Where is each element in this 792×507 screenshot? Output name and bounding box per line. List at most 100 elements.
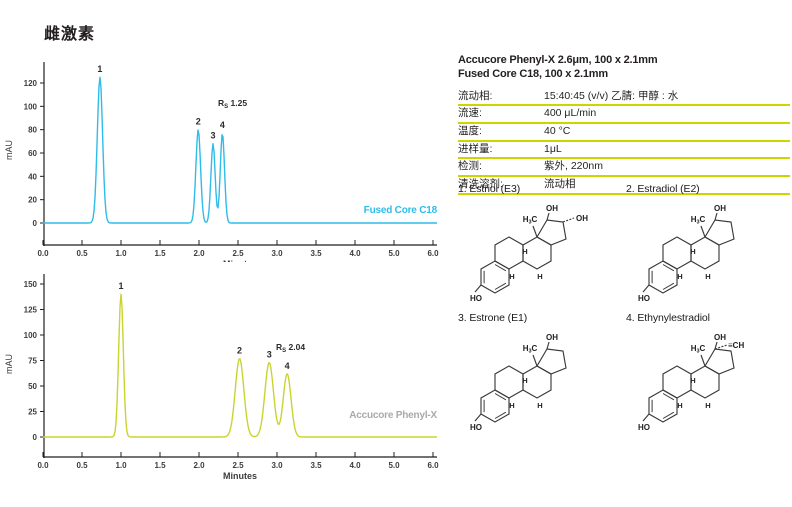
conditions-table: 流动相: 15:40:45 (v/v) 乙腈: 甲醇 : 水流速: 400 μL/m… bbox=[458, 89, 790, 195]
condition-label: 温度: bbox=[458, 124, 482, 137]
ring bbox=[494, 365, 524, 399]
condition-value: 1μL bbox=[544, 142, 562, 155]
trace-path bbox=[43, 293, 437, 438]
x-tick-label: 1.0 bbox=[115, 249, 127, 258]
x-tick-label: 2.0 bbox=[193, 249, 205, 258]
peak-number-label: 1 bbox=[118, 281, 123, 291]
series-label: Accucore Phenyl-X bbox=[349, 410, 437, 421]
y-tick-label: 120 bbox=[24, 79, 38, 88]
chromatogram-accucore-phenyl-x: 0 25 50 75 100 125 150 mAU 0.0 0.5 1.0 1.5 2.0 2.5 3.0… bbox=[0, 262, 450, 494]
y-tick-label: 75 bbox=[28, 357, 37, 366]
condition-row: 流速: 400 μL/min bbox=[458, 106, 790, 124]
resolution-label: RS 2.04 bbox=[276, 342, 305, 354]
h-label: H bbox=[690, 247, 695, 256]
y-tick-label: 40 bbox=[28, 172, 37, 181]
h-label: H bbox=[522, 376, 527, 385]
y-tick-label: 50 bbox=[28, 382, 37, 391]
y-tick-label: 25 bbox=[28, 408, 37, 417]
h-label: H bbox=[677, 272, 682, 281]
y-tick-label: 100 bbox=[24, 102, 38, 111]
structure-svg: HO H3C OH H H H bbox=[470, 333, 567, 432]
condition-label: 流动相: bbox=[458, 89, 493, 102]
x-tick-label: 0.0 bbox=[37, 461, 49, 470]
condition-row: 进样量: 1μL bbox=[458, 142, 790, 160]
ring-d bbox=[704, 348, 735, 375]
condition-value: 15:40:45 (v/v) 乙腈: 甲醇 : 水 bbox=[544, 89, 679, 102]
x-tick-label: 1.5 bbox=[154, 249, 166, 258]
ring-d bbox=[704, 219, 735, 246]
compound-card: 2. Estradiol (E2) HO H3C OH H H H bbox=[626, 183, 792, 312]
y-tick-label: 100 bbox=[24, 331, 38, 340]
ring-d bbox=[536, 348, 567, 375]
condition-value: 紫外, 220nm bbox=[544, 160, 603, 173]
phenol-label: HO bbox=[638, 294, 650, 303]
condition-row: 检测: 紫外, 220nm bbox=[458, 159, 790, 178]
ring bbox=[480, 260, 510, 294]
ring bbox=[648, 260, 678, 294]
compounds-grid: 1. Estriol (E3) HO H3C OH OH H H H 2. Estradiol … bbox=[458, 183, 792, 441]
condition-value: 400 μL/min bbox=[544, 107, 597, 120]
x-tick-label: 1.5 bbox=[154, 461, 166, 470]
condition-label: 清洗溶剂: bbox=[458, 178, 503, 191]
series-label: Fused Core C18 bbox=[364, 205, 438, 216]
structure-svg: HO H3C OH≡CH H H H bbox=[638, 333, 744, 432]
chromatogram-svg: 0 20 40 60 80 100 120 mAU 0.0 0.5 1.0 1.5 2.0 2.5 3.0 3… bbox=[4, 62, 439, 269]
compound-name: 3. Estrone (E1) bbox=[458, 312, 528, 324]
ring bbox=[494, 236, 524, 270]
h-label: H bbox=[677, 401, 682, 410]
h-label: H bbox=[509, 272, 514, 281]
x-tick-label: 5.0 bbox=[388, 461, 400, 470]
peak-number-label: 3 bbox=[267, 350, 272, 360]
x-tick-label: 3.5 bbox=[310, 461, 322, 470]
x-tick-label: 4.0 bbox=[349, 249, 361, 258]
x-axis-title: Minutes bbox=[223, 471, 257, 481]
structure-svg: HO H3C OH OH H H H bbox=[470, 204, 588, 303]
hydroxyl-label: OH bbox=[546, 204, 558, 213]
compound-name: 1. Estriol (E3) bbox=[458, 183, 521, 195]
condition-label: 进样量: bbox=[458, 142, 493, 155]
x-tick-label: 6.0 bbox=[427, 461, 439, 470]
y-tick-label: 20 bbox=[28, 196, 37, 205]
h-label: H bbox=[509, 401, 514, 410]
x-tick-label: 3.0 bbox=[271, 461, 283, 470]
condition-row: 流动相: 15:40:45 (v/v) 乙腈: 甲醇 : 水 bbox=[458, 89, 790, 107]
phenol-label: HO bbox=[470, 294, 482, 303]
page-title: 雌激素 bbox=[44, 26, 96, 43]
y-tick-label: 150 bbox=[24, 280, 38, 289]
x-tick-label: 6.0 bbox=[427, 249, 439, 258]
x-tick-label: 3.5 bbox=[310, 249, 322, 258]
conditions-panel: Accucore Phenyl-X 2.6μm, 100 x 2.1mm Fus… bbox=[458, 53, 790, 195]
column-spec-line2: Fused Core C18, 100 x 2.1mm bbox=[458, 68, 608, 81]
peak-number-label: 1 bbox=[97, 64, 102, 74]
x-tick-label: 4.0 bbox=[349, 461, 361, 470]
column-spec-line1: Accucore Phenyl-X 2.6μm, 100 x 2.1mm bbox=[458, 54, 658, 66]
column-spec: Accucore Phenyl-X 2.6μm, 100 x 2.1mm Fus… bbox=[458, 53, 790, 82]
hydroxyl-label: OH bbox=[714, 333, 726, 342]
x-tick-label: 5.0 bbox=[388, 249, 400, 258]
methyl-label: H3C bbox=[691, 344, 706, 355]
y-tick-label: 0 bbox=[33, 219, 38, 228]
x-tick-label: 3.0 bbox=[271, 249, 283, 258]
methyl-label: H3C bbox=[523, 215, 538, 226]
h-label: H bbox=[705, 272, 710, 281]
x-tick-label: 0.5 bbox=[76, 461, 88, 470]
y-tick-label: 80 bbox=[28, 126, 37, 135]
compound-name: 2. Estradiol (E2) bbox=[626, 183, 700, 195]
h-label: H bbox=[705, 401, 710, 410]
x-tick-label: 1.0 bbox=[115, 461, 127, 470]
phenol-label: HO bbox=[470, 423, 482, 432]
ring bbox=[480, 389, 510, 423]
ring-d bbox=[536, 219, 567, 246]
phenol-label: HO bbox=[638, 423, 650, 432]
condition-value: 40 °C bbox=[544, 124, 571, 137]
h-label: H bbox=[537, 401, 542, 410]
structure-svg: HO H3C OH H H H bbox=[638, 204, 735, 303]
peak-number-label: 2 bbox=[237, 345, 242, 355]
condition-row: 清洗溶剂: 流动相 bbox=[458, 177, 790, 195]
extra-hydroxyl-label: OH bbox=[576, 214, 588, 223]
x-tick-label: 2.5 bbox=[232, 461, 244, 470]
h-label: H bbox=[690, 376, 695, 385]
condition-label: 检测: bbox=[458, 160, 482, 173]
x-tick-label: 2.0 bbox=[193, 461, 205, 470]
